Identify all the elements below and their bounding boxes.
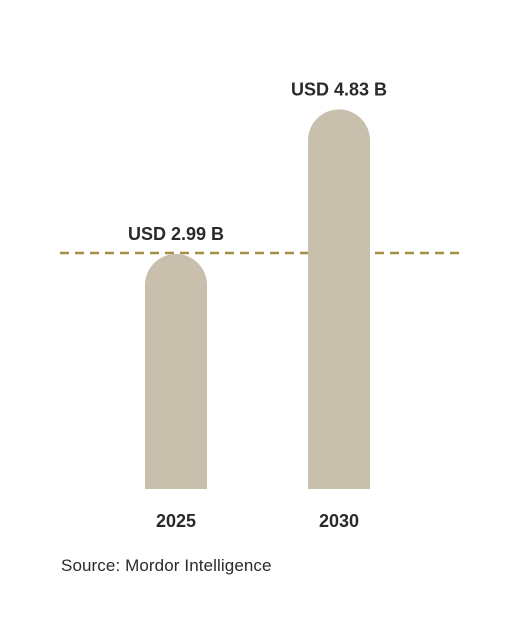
source-note: Source: Mordor Intelligence	[61, 556, 272, 575]
bar-2025	[145, 253, 207, 489]
data-label-2030: USD 4.83 B	[291, 79, 387, 99]
data-label-2025: USD 2.99 B	[128, 224, 224, 244]
bar-2030	[308, 109, 370, 489]
x-tick-label-2030: 2030	[319, 511, 359, 531]
x-tick-label-2025: 2025	[156, 511, 196, 531]
